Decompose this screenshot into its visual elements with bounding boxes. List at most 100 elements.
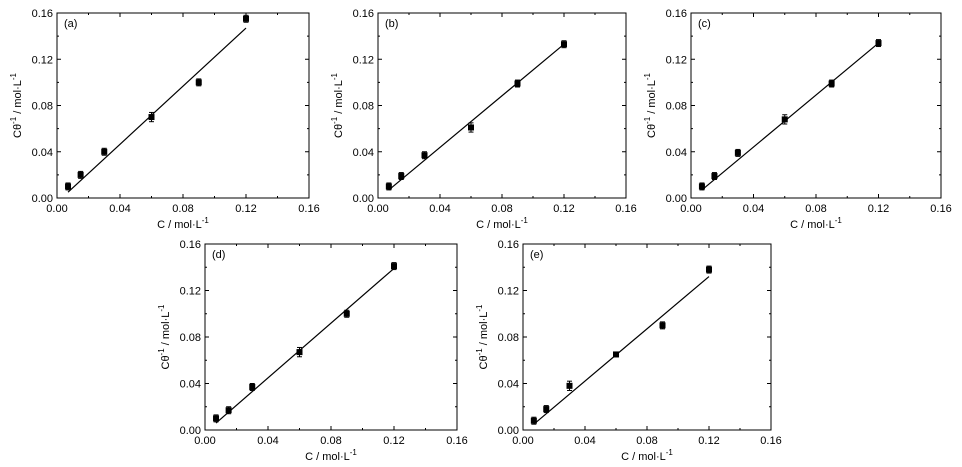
x-axis-label: C / mol·L-1	[305, 448, 357, 463]
data-point-2	[101, 148, 108, 155]
data-point-2	[734, 149, 741, 156]
x-tick-label: 0.08	[805, 203, 826, 215]
y-axis-label: Cθ-1 / mol·L-1	[157, 304, 172, 370]
y-tick-label: 0.04	[32, 147, 53, 159]
y-tick-label: 0.12	[32, 54, 53, 66]
y-tick-label: 0.08	[353, 101, 374, 113]
x-tick-label: 0.00	[512, 435, 533, 447]
x-tick-label: 0.16	[930, 203, 951, 215]
y-tick-label: 0.12	[666, 54, 687, 66]
data-point-1	[225, 407, 232, 414]
y-tick-label: 0.16	[353, 8, 374, 20]
x-tick-label: 0.16	[615, 203, 636, 215]
x-tick-label: 0.08	[320, 435, 341, 447]
y-tick-label: 0.00	[498, 425, 519, 437]
y-axis-label-sup-1: -1	[643, 116, 652, 124]
plot-frame	[690, 12, 942, 199]
x-tick-label: 0.16	[760, 435, 781, 447]
y-axis-label-sup-2: -1	[330, 72, 339, 80]
y-tick-label: 0.08	[32, 101, 53, 113]
data-point-0	[65, 183, 72, 190]
y-axis-label-sup-1: -1	[475, 348, 484, 356]
y-axis-label-sup-1: -1	[9, 116, 18, 124]
x-tick-label: 0.04	[429, 203, 450, 215]
x-tick-label: 0.12	[383, 435, 404, 447]
x-tick-label: 0.00	[46, 203, 67, 215]
data-point-5	[875, 40, 882, 47]
x-tick-label: 0.12	[553, 203, 574, 215]
y-tick-label: 0.00	[353, 193, 374, 205]
y-tick-label: 0.08	[666, 101, 687, 113]
data-point-2	[566, 382, 573, 389]
x-tick-label: 0.16	[298, 203, 319, 215]
x-tick-label: 0.12	[235, 203, 256, 215]
plot-frame	[204, 243, 458, 431]
x-axis-label: C / mol·L-1	[621, 448, 673, 463]
x-tick-label: 0.04	[257, 435, 278, 447]
data-point-2	[249, 383, 256, 390]
fit-line	[215, 267, 395, 424]
x-tick-label: 0.12	[868, 203, 889, 215]
fit-line	[533, 276, 710, 425]
data-point-1	[77, 171, 84, 178]
fit-line	[701, 42, 879, 191]
data-point-3	[296, 349, 303, 356]
data-point-5	[706, 266, 712, 273]
panel-label: (a)	[64, 18, 77, 30]
data-point-4	[343, 310, 350, 317]
y-axis-label-sup-1: -1	[330, 116, 339, 124]
x-axis-label-sup: -1	[521, 216, 529, 225]
y-tick-label: 0.04	[353, 147, 374, 159]
y-tick-label: 0.16	[32, 8, 53, 20]
panel-label: (d)	[212, 249, 225, 261]
x-tick-label: 0.04	[574, 435, 595, 447]
y-tick-label: 0.00	[180, 425, 201, 437]
y-tick-label: 0.00	[32, 193, 53, 205]
data-point-0	[698, 183, 705, 190]
y-axis-label-text: Cθ	[478, 355, 490, 369]
y-axis-label-sup-1: -1	[157, 348, 166, 356]
x-tick-label: 0.12	[698, 435, 719, 447]
data-point-5	[391, 263, 397, 270]
y-tick-label: 0.00	[666, 193, 687, 205]
x-axis-label: C / mol·L-1	[476, 216, 528, 231]
fit-line	[388, 43, 565, 191]
y-axis-label-text: Cθ	[333, 124, 345, 138]
data-point-0	[385, 183, 392, 190]
data-point-3	[613, 351, 619, 358]
y-axis-label-unit: / mol·L	[478, 312, 490, 349]
plot-frame	[377, 12, 627, 199]
chart-panel-1: 0.00 0.04 0.08 0.12 0.16 0.00 0.04 0.08 0.12 0.16…	[330, 8, 637, 231]
chart-panel-2: 0.00 0.04 0.08 0.12 0.16 0.00 0.04 0.08 0.12 0.16…	[643, 8, 952, 231]
data-point-5	[561, 41, 567, 48]
data-point-4	[514, 80, 521, 87]
y-axis-label-unit: / mol·L	[646, 80, 658, 117]
x-axis-label-text: C / mol·L	[157, 219, 202, 231]
data-point-5	[243, 15, 249, 22]
y-axis-label-text: Cθ	[12, 124, 24, 138]
data-point-1	[398, 173, 405, 180]
y-axis-label-sup-2: -1	[643, 72, 652, 80]
y-axis-label: Cθ-1 / mol·L-1	[330, 72, 345, 138]
x-axis-label: C / mol·L-1	[790, 216, 842, 231]
data-point-2	[421, 152, 428, 159]
chart-panel-4: 0.00 0.04 0.08 0.12 0.16 0.00 0.04 0.08 0.12 0.16…	[475, 239, 782, 463]
x-axis-label-sup: -1	[835, 216, 843, 225]
y-tick-label: 0.04	[498, 379, 519, 391]
y-tick-label: 0.16	[666, 8, 687, 20]
y-axis-label: Cθ-1 / mol·L-1	[475, 304, 490, 370]
x-tick-label: 0.16	[446, 435, 467, 447]
x-axis-label: C / mol·L-1	[157, 216, 209, 231]
x-axis-label-text: C / mol·L	[305, 451, 350, 463]
y-axis-label-sup-2: -1	[9, 72, 18, 80]
x-axis-label-text: C / mol·L	[476, 219, 521, 231]
y-tick-label: 0.12	[180, 286, 201, 298]
x-axis-label-sup: -1	[666, 448, 674, 457]
x-tick-label: 0.08	[491, 203, 512, 215]
y-tick-label: 0.04	[180, 379, 201, 391]
y-tick-label: 0.08	[498, 332, 519, 344]
data-point-4	[828, 80, 835, 87]
y-tick-label: 0.16	[498, 239, 519, 251]
y-axis-label: Cθ-1 / mol·L-1	[643, 72, 658, 138]
